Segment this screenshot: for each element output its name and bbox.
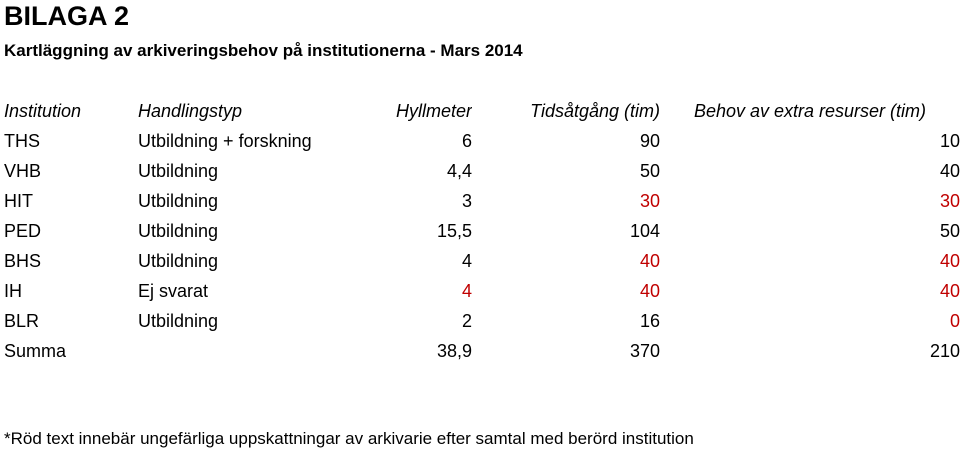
cell-time-required: 40 (639, 281, 660, 301)
header-document-type: Handlingstyp (138, 101, 243, 121)
cell-time-required: 50 (639, 161, 660, 181)
table-row: VHB Utbildning 4,4 50 40 (4, 156, 960, 186)
header-extra-resources: Behov av extra resurser (tim) (693, 101, 927, 121)
cell-extra-resources: 40 (939, 161, 960, 181)
header-shelf-meters: Hyllmeter (395, 101, 472, 121)
header-time-required: Tidsåtgång (tim) (530, 101, 660, 121)
footnote: *Röd text innebär ungefärliga uppskattni… (4, 429, 694, 448)
cell-document-type: Utbildning (138, 251, 219, 271)
cell-shelf-meters: 2 (461, 311, 472, 331)
cell-document-type: Utbildning + forskning (138, 131, 312, 151)
total-time-required: 370 (629, 341, 660, 361)
archive-needs-table: Institution Handlingstyp Hyllmeter Tidså… (4, 96, 960, 366)
table-row: IH Ej svarat 4 40 40 (4, 276, 960, 306)
cell-institution: VHB (4, 161, 42, 181)
table-row: PED Utbildning 15,5 104 50 (4, 216, 960, 246)
cell-extra-resources: 40 (939, 281, 960, 301)
cell-institution: PED (4, 221, 42, 241)
cell-time-required: 40 (639, 251, 660, 271)
total-shelf-meters: 38,9 (436, 341, 472, 361)
cell-extra-resources: 10 (939, 131, 960, 151)
cell-institution: HIT (4, 191, 33, 211)
cell-extra-resources: 0 (949, 311, 960, 331)
cell-shelf-meters: 3 (461, 191, 472, 211)
cell-institution: IH (4, 281, 22, 301)
cell-document-type: Ej svarat (138, 281, 209, 301)
cell-document-type: Utbildning (138, 191, 219, 211)
table-header-row: Institution Handlingstyp Hyllmeter Tidså… (4, 96, 960, 126)
cell-extra-resources: 50 (939, 221, 960, 241)
cell-institution: BLR (4, 311, 40, 331)
table-row: HIT Utbildning 3 30 30 (4, 186, 960, 216)
cell-time-required: 90 (639, 131, 660, 151)
cell-time-required: 104 (629, 221, 660, 241)
document-subtitle: Kartläggning av arkiveringsbehov på inst… (4, 41, 523, 60)
cell-shelf-meters: 4 (461, 281, 472, 301)
cell-shelf-meters: 4 (461, 251, 472, 271)
cell-time-required: 30 (639, 191, 660, 211)
table-row: BLR Utbildning 2 16 0 (4, 306, 960, 336)
cell-shelf-meters: 6 (461, 131, 472, 151)
cell-shelf-meters: 4,4 (446, 161, 472, 181)
total-extra-resources: 210 (929, 341, 960, 361)
cell-institution: THS (4, 131, 40, 151)
cell-time-required: 16 (639, 311, 660, 331)
cell-document-type: Utbildning (138, 221, 219, 241)
table-total-row: Summa 38,9 370 210 (4, 336, 960, 366)
table-row: BHS Utbildning 4 40 40 (4, 246, 960, 276)
header-institution: Institution (4, 101, 82, 121)
table-row: THS Utbildning + forskning 6 90 10 (4, 126, 960, 156)
cell-extra-resources: 30 (939, 191, 960, 211)
total-label: Summa (4, 341, 67, 361)
cell-extra-resources: 40 (939, 251, 960, 271)
cell-institution: BHS (4, 251, 42, 271)
cell-document-type: Utbildning (138, 311, 219, 331)
cell-shelf-meters: 15,5 (436, 221, 472, 241)
document-title: BILAGA 2 (4, 1, 130, 31)
total-empty-cell (138, 336, 354, 366)
cell-document-type: Utbildning (138, 161, 219, 181)
